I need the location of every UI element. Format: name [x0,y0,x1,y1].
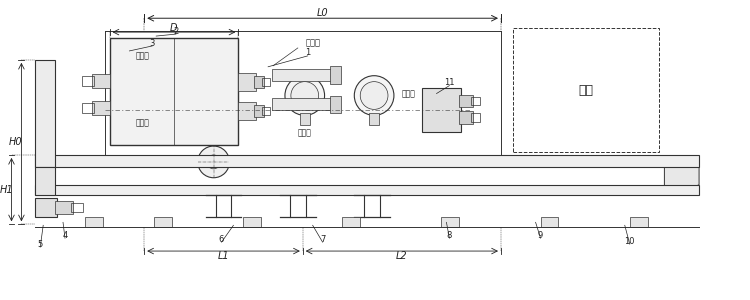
Text: 7: 7 [320,235,326,244]
Bar [35,155,699,167]
Bar [238,102,256,120]
Bar [243,218,261,227]
Text: 2: 2 [173,27,178,36]
Text: 重物: 重物 [579,84,594,97]
Bar [254,105,264,117]
Circle shape [354,76,394,115]
Bar [329,95,341,113]
Polygon shape [664,167,699,195]
Text: 10: 10 [625,237,635,246]
Text: H1: H1 [0,184,13,195]
Circle shape [207,155,220,169]
Text: 5: 5 [38,240,43,249]
Bar [272,69,332,81]
Bar [471,97,480,105]
Circle shape [36,210,42,216]
Text: L0: L0 [316,8,328,18]
Circle shape [285,76,325,115]
Bar [329,66,341,84]
Bar [343,218,360,227]
Text: 1: 1 [305,48,310,57]
Bar [35,198,57,218]
Text: 11: 11 [444,78,454,87]
Bar [85,218,103,227]
Bar [82,103,94,113]
Bar [238,73,256,91]
Bar [630,218,647,227]
Text: H0: H0 [9,137,22,147]
Text: 8: 8 [447,231,452,240]
Bar [513,28,659,152]
Bar [35,185,699,195]
Bar [262,107,270,115]
Text: 6: 6 [219,235,224,244]
Bar [262,78,270,86]
Bar [272,98,332,110]
Bar [422,88,461,132]
Circle shape [360,82,388,110]
Text: L2: L2 [396,251,408,261]
Text: 9: 9 [538,231,543,240]
Text: 无杆腔: 无杆腔 [298,129,312,138]
Text: 有杆腔: 有杆腔 [135,119,149,128]
Bar [55,200,73,214]
Bar [92,74,110,88]
Text: 有杆腔: 有杆腔 [402,89,416,98]
Text: 无杆腔: 无杆腔 [135,51,149,60]
Bar [254,76,264,88]
Bar [110,38,238,145]
Circle shape [291,82,319,110]
Bar [442,218,459,227]
Bar [369,113,379,125]
Bar [154,218,172,227]
Text: 接泵站: 接泵站 [305,38,320,47]
Circle shape [198,146,230,178]
Text: 4: 4 [62,231,68,240]
Text: L1: L1 [217,251,229,261]
Circle shape [44,210,50,216]
Text: 3: 3 [149,38,154,47]
Bar [459,111,473,124]
Bar [35,167,55,195]
Bar [35,60,55,167]
Bar [300,113,310,125]
Bar [92,101,110,115]
Bar [471,113,480,122]
Bar [82,76,94,85]
Bar [459,94,473,107]
Bar [541,218,559,227]
Bar [71,202,82,212]
Text: D: D [170,23,178,33]
